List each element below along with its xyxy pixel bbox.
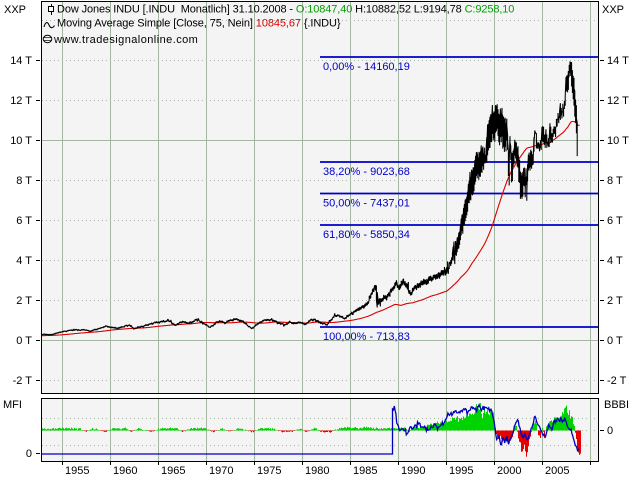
svg-text:12 T: 12 T bbox=[607, 95, 629, 107]
svg-text:Moving Average Simple [Close,: Moving Average Simple [Close, 75, Nein] … bbox=[57, 18, 341, 30]
svg-text:10 T: 10 T bbox=[10, 135, 32, 147]
svg-text:0: 0 bbox=[26, 448, 32, 460]
svg-text:14 T: 14 T bbox=[607, 55, 629, 67]
svg-text:12 T: 12 T bbox=[10, 95, 32, 107]
svg-text:0,00% - 14160,19: 0,00% - 14160,19 bbox=[323, 61, 410, 73]
svg-text:0: 0 bbox=[607, 425, 613, 437]
svg-text:14 T: 14 T bbox=[10, 55, 32, 67]
svg-text:1980: 1980 bbox=[305, 465, 329, 477]
svg-text:8 T: 8 T bbox=[16, 175, 32, 187]
svg-text:0 T: 0 T bbox=[16, 335, 32, 347]
svg-text:-2 T: -2 T bbox=[13, 375, 33, 387]
svg-text:2 T: 2 T bbox=[16, 295, 32, 307]
svg-text:1965: 1965 bbox=[161, 465, 185, 477]
svg-text:38,20% - 9023,68: 38,20% - 9023,68 bbox=[323, 166, 410, 178]
svg-text:10 T: 10 T bbox=[607, 135, 629, 147]
svg-text:4 T: 4 T bbox=[607, 255, 623, 267]
svg-text:1990: 1990 bbox=[401, 465, 425, 477]
svg-text:2005: 2005 bbox=[545, 465, 569, 477]
svg-text:1955: 1955 bbox=[65, 465, 89, 477]
svg-text:www.tradesignalonline.com: www.tradesignalonline.com bbox=[53, 34, 198, 46]
svg-text:2 T: 2 T bbox=[607, 295, 623, 307]
svg-text:50,00% - 7437,01: 50,00% - 7437,01 bbox=[323, 198, 410, 210]
svg-text:Dow Jones INDU [.INDU Monatli: Dow Jones INDU [.INDU Monatlich] 31.10.2… bbox=[57, 4, 514, 16]
svg-text:2000: 2000 bbox=[497, 465, 521, 477]
svg-text:1975: 1975 bbox=[257, 465, 281, 477]
svg-text:MFI: MFI bbox=[3, 399, 22, 411]
svg-text:100,00% - 713,83: 100,00% - 713,83 bbox=[323, 331, 410, 343]
svg-text:BBBI: BBBI bbox=[604, 399, 629, 411]
svg-text:6 T: 6 T bbox=[607, 215, 623, 227]
svg-text:1960: 1960 bbox=[113, 465, 137, 477]
svg-text:4 T: 4 T bbox=[16, 255, 32, 267]
svg-text:1970: 1970 bbox=[209, 465, 233, 477]
svg-text:XXP: XXP bbox=[602, 4, 624, 16]
svg-text:0 T: 0 T bbox=[607, 335, 623, 347]
svg-text:XXP: XXP bbox=[4, 4, 26, 16]
svg-text:1985: 1985 bbox=[353, 465, 377, 477]
svg-text:6 T: 6 T bbox=[16, 215, 32, 227]
svg-text:1995: 1995 bbox=[449, 465, 473, 477]
svg-text:8 T: 8 T bbox=[607, 175, 623, 187]
svg-text:-2 T: -2 T bbox=[607, 375, 627, 387]
svg-text:61,80% - 5850,34: 61,80% - 5850,34 bbox=[323, 229, 410, 241]
